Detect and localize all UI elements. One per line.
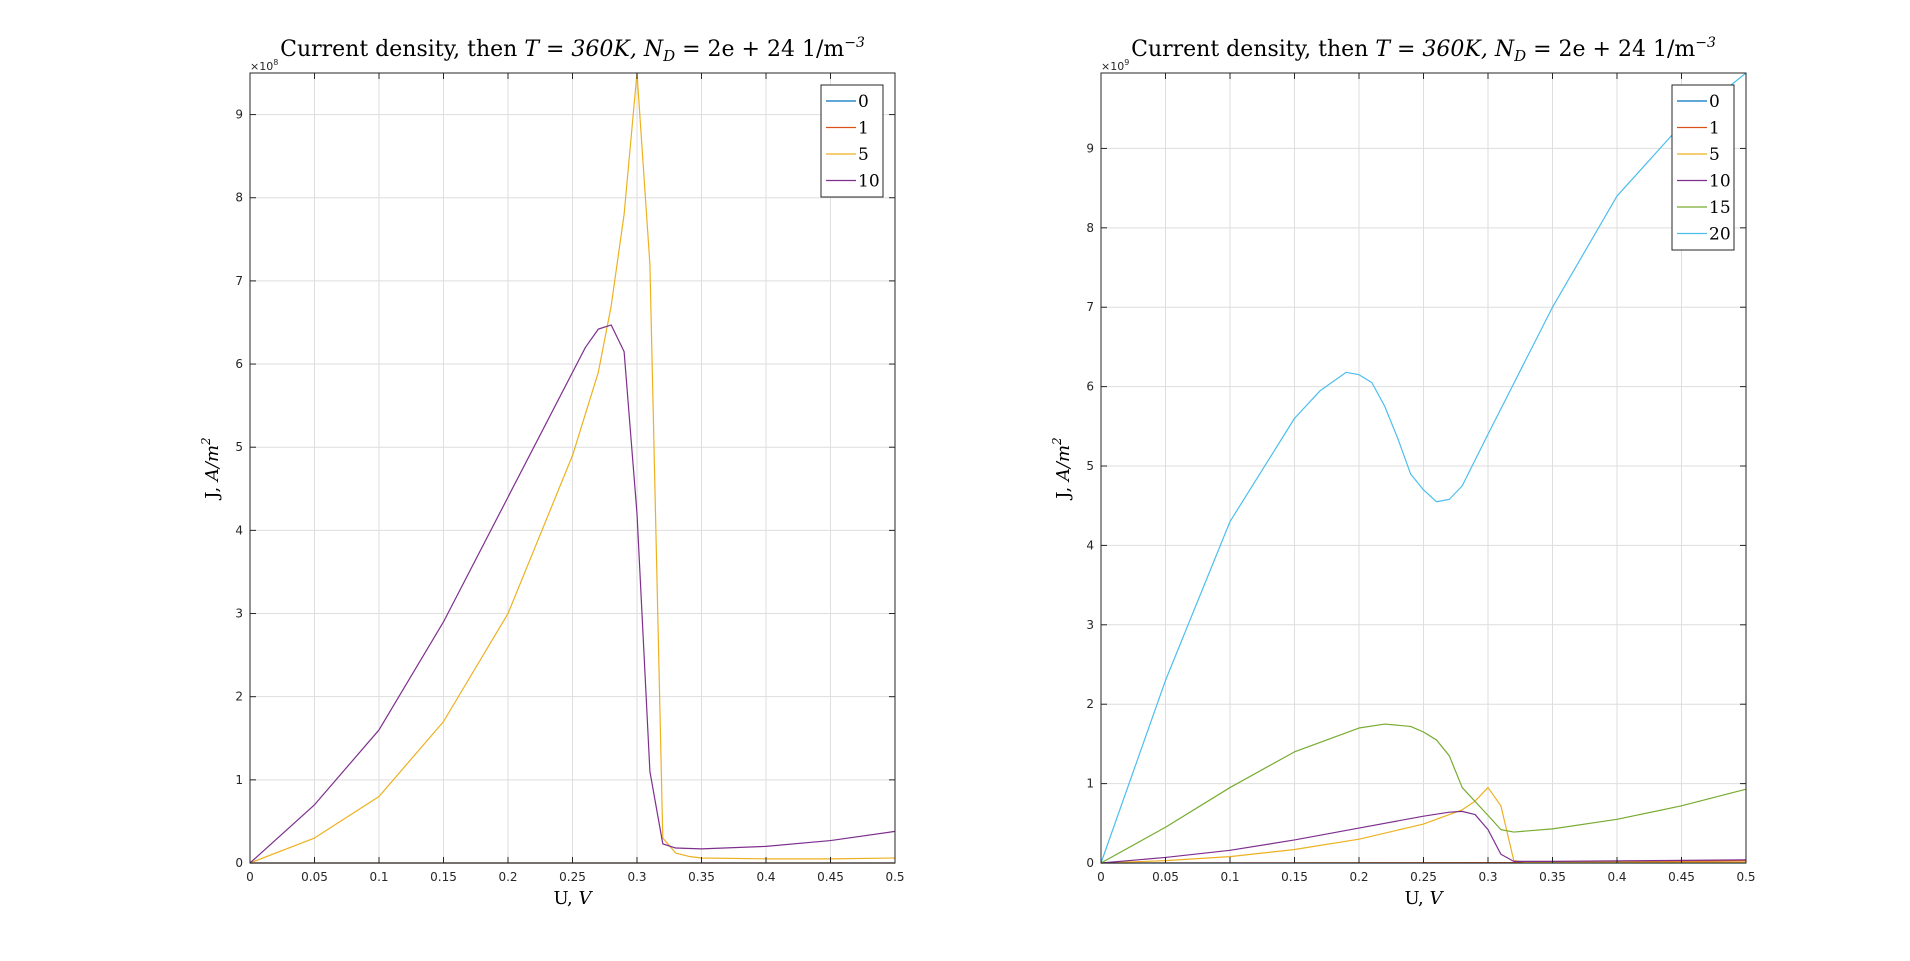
x-tick-label: 0.45 [817, 870, 844, 884]
x-axis-label: U, V [1405, 888, 1445, 909]
series-line-10 [249, 324, 896, 864]
x-tick-label: 0.15 [1281, 870, 1308, 884]
legend-label-5: 5 [858, 145, 869, 165]
series-line-20 [1100, 72, 1747, 864]
ticks: 0 0.05 0.1 0.15 0.2 0.25 0.3 0.35 0.4 0.45 0.5 0 1 2 3… [235, 73, 905, 884]
series-line-10 [1100, 810, 1747, 864]
x-tick-label: 0.2 [1349, 870, 1368, 884]
x-tick-label: 0.4 [1607, 870, 1626, 884]
y-tick-label: 6 [1086, 380, 1094, 394]
chart-right: 0 0.05 0.1 0.15 0.2 0.25 0.3 0.35 0.4 0.45 0.5 0 1 2 3… [1050, 35, 1756, 909]
y-tick-label: 1 [1086, 777, 1094, 791]
y-tick-label: 2 [1086, 697, 1094, 711]
x-axis-label: U, V [554, 888, 594, 909]
x-tick-label: 0.15 [430, 870, 457, 884]
x-tick-label: 0.35 [1539, 870, 1566, 884]
x-tick-label: 0.3 [1478, 870, 1497, 884]
legend-label-10: 10 [858, 172, 880, 192]
series-line-5 [249, 72, 896, 864]
y-tick-label: 7 [1086, 300, 1094, 314]
y-tick-label: 7 [235, 274, 243, 288]
chart-title: Current density, then T = 360K, ND = 2e … [1131, 35, 1716, 65]
x-tick-label: 0.25 [1410, 870, 1437, 884]
legend-label-1: 1 [858, 119, 869, 139]
legend-label-1: 1 [1709, 119, 1720, 139]
ticks: 0 0.05 0.1 0.15 0.2 0.25 0.3 0.35 0.4 0.45 0.5 0 1 2 3… [1086, 73, 1756, 884]
y-tick-label: 8 [1086, 221, 1094, 235]
y-tick-label: 3 [1086, 618, 1094, 632]
legend-label-0: 0 [858, 92, 869, 112]
y-axis-label: J, A/m2 [199, 437, 223, 500]
legend: 0 1 5 10 [820, 84, 884, 198]
y-axis-label: J, A/m2 [1050, 437, 1074, 500]
x-tick-label: 0.25 [559, 870, 586, 884]
y-exponent: ×108 [250, 58, 278, 73]
x-tick-label: 0.1 [1220, 870, 1239, 884]
series-line-15 [1100, 723, 1747, 864]
legend-label-5: 5 [1709, 145, 1720, 165]
y-tick-label: 3 [235, 607, 243, 621]
y-tick-label: 6 [235, 357, 243, 371]
x-tick-label: 0.5 [885, 870, 904, 884]
legend-label-10: 10 [1709, 172, 1731, 192]
legend-label-20: 20 [1709, 225, 1731, 245]
y-tick-label: 0 [235, 856, 243, 870]
x-tick-label: 0 [1097, 870, 1105, 884]
series-line-5 [1100, 786, 1746, 864]
y-tick-label: 9 [1086, 141, 1094, 155]
legend-label-15: 15 [1709, 198, 1731, 218]
y-tick-label: 8 [235, 191, 243, 205]
y-tick-label: 0 [1086, 856, 1094, 870]
y-exponent: ×109 [1101, 58, 1129, 73]
y-tick-label: 9 [235, 108, 243, 122]
x-tick-label: 0.45 [1668, 870, 1695, 884]
x-tick-label: 0.35 [688, 870, 715, 884]
y-tick-label: 1 [235, 773, 243, 787]
x-tick-label: 0.3 [627, 870, 646, 884]
y-tick-label: 4 [1086, 538, 1094, 552]
x-tick-label: 0 [246, 870, 254, 884]
y-tick-label: 5 [235, 440, 243, 454]
y-tick-label: 5 [1086, 459, 1094, 473]
y-tick-label: 2 [235, 690, 243, 704]
x-tick-label: 0.4 [756, 870, 775, 884]
x-tick-label: 0.2 [498, 870, 517, 884]
x-tick-label: 0.05 [1152, 870, 1179, 884]
legend-box [820, 84, 884, 198]
x-tick-label: 0.1 [369, 870, 388, 884]
legend-label-0: 0 [1709, 92, 1720, 112]
chart-title: Current density, then T = 360K, ND = 2e … [280, 35, 865, 65]
x-tick-label: 0.5 [1736, 870, 1755, 884]
x-tick-label: 0.05 [301, 870, 328, 884]
chart-left: 0 0.05 0.1 0.15 0.2 0.25 0.3 0.35 0.4 0.45 0.5 0 1 2 3… [199, 35, 905, 909]
y-tick-label: 4 [235, 523, 243, 537]
legend-box [1671, 84, 1735, 251]
